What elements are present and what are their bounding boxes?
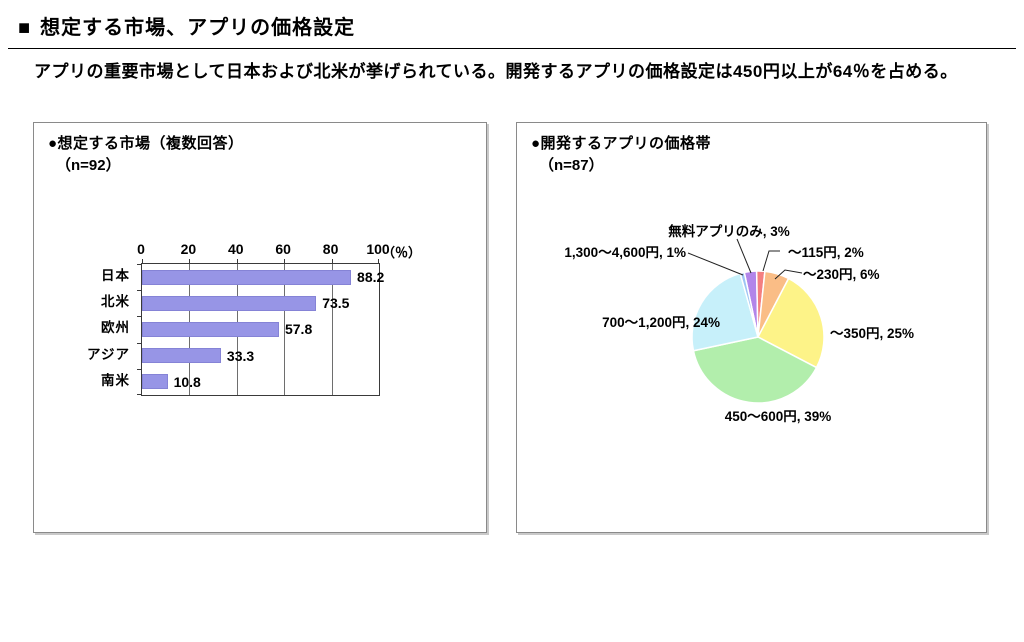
x-axis-tick <box>284 259 286 263</box>
bar-value-label: 57.8 <box>284 321 313 338</box>
pie-chart-title: ●開発するアプリの価格帯 <box>531 135 712 152</box>
pie-label-leader-line <box>687 252 744 276</box>
x-tick-label: 60 <box>275 241 291 257</box>
x-axis-tick <box>236 259 238 263</box>
gridline <box>284 264 286 395</box>
x-tick-label: 40 <box>228 241 244 257</box>
pie-slice-label: ～350円, 25% <box>830 326 914 341</box>
bar-value-label: 88.2 <box>357 269 385 285</box>
gridline <box>331 264 333 395</box>
y-axis-tick <box>137 264 141 265</box>
category-label: 南米 <box>101 372 130 388</box>
y-axis-tick <box>137 342 141 344</box>
x-axis-tick <box>142 259 143 263</box>
category-label: 北米 <box>101 294 130 310</box>
pie-slice-label: 1,300～4,600円, 1% <box>564 245 686 260</box>
pie-slice <box>692 336 818 404</box>
bar-chart-category-labels: 日本北米欧州アジア南米 <box>42 263 130 394</box>
pie-label-leader-line <box>762 250 780 272</box>
x-tick-label: 20 <box>180 241 197 257</box>
bar-plot-area: 88.2 73.5 57.8 33.3 10.8 <box>137 259 384 396</box>
pie-chart: 無料アプリのみ, 3% ～115円, 2% ～230円, 6% ～350円, 25% 4… <box>564 223 914 424</box>
x-tick-label: 100 <box>366 241 390 257</box>
pie-chart-sample-size: （n=87） <box>539 157 604 174</box>
bar-value-label: 33.3 <box>226 347 255 364</box>
bar-chart-x-axis: 0 20 40 60 80 100 （％） <box>137 241 421 260</box>
x-axis-unit-label: （％） <box>382 245 422 260</box>
price-chart-panel: ●開発するアプリの価格帯 （n=87） 無料アプリのみ, 3% ～115円, 2%… <box>516 122 987 533</box>
category-label: 欧州 <box>101 320 130 336</box>
x-axis-tick <box>378 259 379 263</box>
pie-label-leader-line <box>736 238 752 274</box>
market-chart-panel: ●想定する市場（複数回答） （n=92） 0 20 40 60 80 100 （％） 日本北… <box>33 122 487 533</box>
pie-slice-label: ～115円, 2% <box>788 245 864 260</box>
bar-value-label: 73.5 <box>322 295 350 312</box>
pie-label-leader-line <box>774 269 803 280</box>
category-label: 日本 <box>101 268 130 283</box>
title-square-icon: ■ <box>18 17 32 39</box>
pie-slice-label: 450～600円, 39% <box>725 409 832 424</box>
x-tick-label: 80 <box>322 241 339 257</box>
y-axis-tick <box>137 290 141 292</box>
bar-chart-sample-size: （n=92） <box>56 157 121 174</box>
x-axis-tick <box>331 259 333 263</box>
pie-slice-label: 700～1,200円, 24% <box>602 315 720 330</box>
y-axis-tick <box>137 368 141 370</box>
bar-value-label: 10.8 <box>173 373 201 390</box>
bar-segment <box>142 374 168 390</box>
y-axis-tick <box>137 316 141 318</box>
bar-segment <box>142 348 221 364</box>
pie-slice <box>691 272 759 352</box>
page-title: 想定する市場、アプリの価格設定 <box>40 17 356 39</box>
category-label: アジア <box>87 346 130 362</box>
bar-chart: 0 20 40 60 80 100 （％） 日本北米欧州アジア南米 88.2 73.5 57.8… <box>34 123 486 532</box>
y-axis-tick <box>137 394 141 395</box>
header-divider <box>8 48 1016 49</box>
x-tick-label: 0 <box>137 241 145 257</box>
page-title-row: ■ 想定する市場、アプリの価格設定 <box>18 11 355 40</box>
bar-segment <box>142 322 279 337</box>
x-axis-tick <box>189 259 191 263</box>
bar-chart-title: ●想定する市場（複数回答） <box>48 135 244 152</box>
bar-segment <box>142 295 317 311</box>
pie-slice-label: ～230円, 6% <box>803 267 880 282</box>
bar-segment <box>142 269 352 285</box>
pie-slice-label: 無料アプリのみ, 3% <box>668 223 790 239</box>
page-subtitle: アプリの重要市場として日本および北米が挙げられている。開発するアプリの価格設定は… <box>34 62 958 81</box>
